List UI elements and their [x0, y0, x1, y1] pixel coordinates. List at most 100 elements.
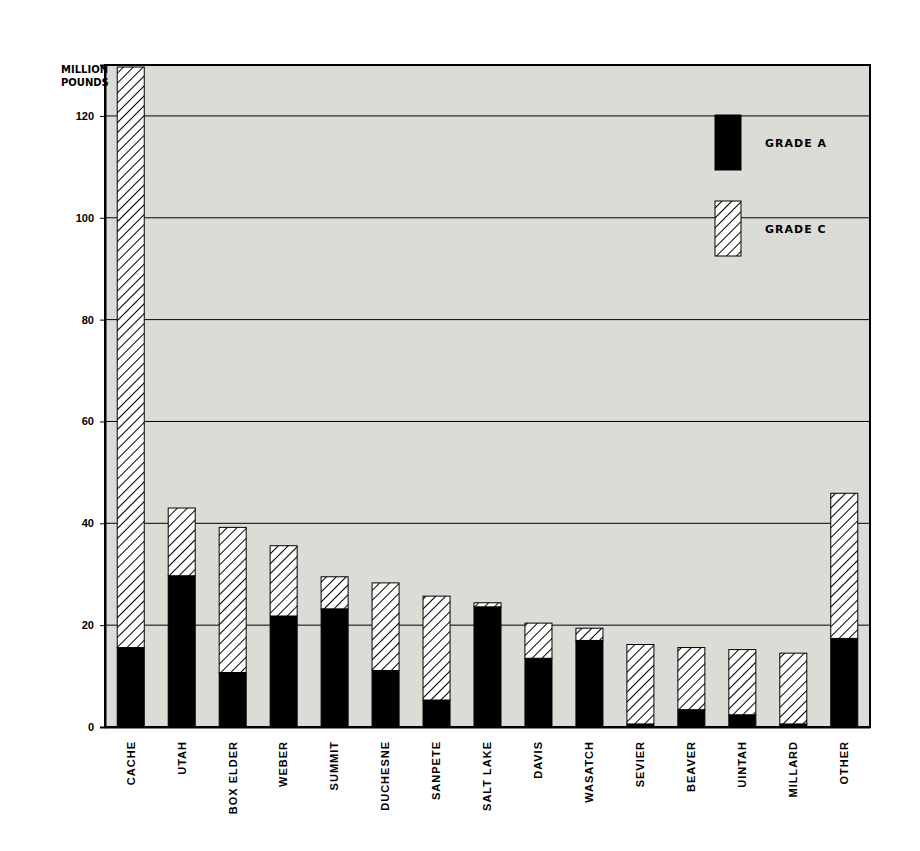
- bar-segment: [576, 640, 603, 727]
- x-tick-label: OTHER: [838, 741, 850, 785]
- y-tick: 20: [82, 619, 105, 631]
- x-tick: CACHE: [125, 727, 137, 785]
- bar-segment: [168, 576, 195, 727]
- x-tick: UTAH: [176, 727, 188, 775]
- x-tick-label: SEVIER: [634, 741, 646, 787]
- bar-segment: [270, 546, 297, 616]
- y-axis-title: MILLIONPOUNDS: [61, 64, 109, 88]
- legend-label: GRADE C: [765, 223, 827, 236]
- legend-swatch: [715, 115, 741, 170]
- y-tick-label: 80: [82, 314, 94, 326]
- grid-line: [105, 727, 870, 728]
- y-axis: 0 20 40 60 80 100 120: [76, 66, 106, 734]
- x-axis-line: [106, 727, 871, 729]
- x-tick-label: WEBER: [277, 741, 289, 787]
- x-tick-label: BEAVER: [685, 741, 697, 792]
- y-tick: 0: [88, 721, 105, 733]
- bar-segment: [117, 648, 144, 727]
- x-tick-label: UTAH: [176, 741, 188, 775]
- bar-segment: [831, 638, 858, 727]
- bar-segment: [219, 673, 246, 727]
- x-tick-label: CACHE: [125, 741, 137, 785]
- bar-segment: [372, 583, 399, 671]
- bar-segment: [423, 596, 450, 700]
- x-tick-label: UINTAH: [736, 741, 748, 788]
- bar-segment: [678, 710, 705, 727]
- y-axis-line: [100, 66, 106, 728]
- y-tick-label: 100: [76, 212, 94, 224]
- bar-segment: [831, 493, 858, 638]
- chart: 0 20 40 60 80 100 120 CACHE UTAH BOX ELDER WEBER SU…: [0, 0, 920, 851]
- y-tick: 60: [82, 415, 105, 427]
- x-tick-label: SUMMIT: [328, 741, 340, 790]
- x-tick: SEVIER: [634, 727, 646, 787]
- y-tick: 80: [82, 314, 105, 326]
- x-tick-label: DUCHESNE: [379, 741, 391, 811]
- plot: 0 20 40 60 80 100 120 CACHE UTAH BOX ELDER WEBER SU…: [76, 65, 871, 814]
- bar-segment: [729, 650, 756, 715]
- bar-segment: [525, 623, 552, 658]
- bar-segment: [219, 527, 246, 672]
- plot-frame: [105, 65, 870, 727]
- legend-label: GRADE A: [765, 137, 827, 150]
- y-tick-label: 40: [82, 517, 94, 529]
- bar-segment: [525, 658, 552, 727]
- y-tick-label: 60: [82, 415, 94, 427]
- y-tick-label: 20: [82, 619, 94, 631]
- grid-line: [105, 115, 870, 116]
- y-tick-mark: [100, 727, 105, 728]
- y-tick-mark: [100, 218, 105, 219]
- y-tick-mark: [100, 116, 105, 117]
- x-tick: MILLARD: [787, 727, 799, 798]
- x-tick-label: WASATCH: [583, 741, 595, 803]
- bar-segment: [321, 577, 348, 609]
- x-tick: WEBER: [277, 727, 289, 787]
- bar-segment: [780, 653, 807, 724]
- y-tick: 120: [76, 110, 105, 122]
- bar-segment: [168, 508, 195, 576]
- bar-segment: [117, 67, 144, 648]
- x-tick: DAVIS: [532, 727, 544, 779]
- x-tick-label: BOX ELDER: [227, 741, 239, 814]
- x-tick-label: MILLARD: [787, 741, 799, 798]
- x-tick: BEAVER: [685, 727, 697, 792]
- bar-segment: [321, 609, 348, 727]
- bar-segment: [627, 645, 654, 724]
- bar-segment: [474, 603, 501, 607]
- y-tick-label: 120: [76, 110, 94, 122]
- grid-line: [105, 217, 870, 218]
- x-tick: SANPETE: [430, 727, 442, 800]
- legend-swatch: [715, 201, 741, 256]
- x-tick-label: DAVIS: [532, 741, 544, 779]
- bars: [117, 67, 858, 727]
- grid-line: [105, 421, 870, 422]
- x-tick-label: SALT LAKE: [481, 741, 493, 811]
- x-tick-label: SANPETE: [430, 741, 442, 800]
- legend: GRADE A GRADE C: [715, 115, 827, 256]
- grid: [105, 116, 870, 727]
- bar-segment: [678, 648, 705, 710]
- y-tick: 100: [76, 212, 105, 224]
- plot-background: [105, 65, 870, 727]
- x-tick: BOX ELDER: [227, 727, 239, 814]
- y-tick-label: 0: [88, 721, 94, 733]
- y-tick: 40: [82, 517, 105, 529]
- y-tick-mark: [100, 320, 105, 321]
- bar-segment: [270, 616, 297, 727]
- x-tick: DUCHESNE: [379, 727, 391, 811]
- bar-segment: [729, 715, 756, 727]
- x-tick: UINTAH: [736, 727, 748, 788]
- x-tick: WASATCH: [583, 727, 595, 803]
- grid-line: [105, 523, 870, 524]
- y-tick-mark: [100, 625, 105, 626]
- bar-segment: [423, 700, 450, 727]
- x-tick: OTHER: [838, 727, 850, 785]
- x-tick: SUMMIT: [328, 727, 340, 790]
- x-axis: CACHE UTAH BOX ELDER WEBER SUMMIT DUCHESNE SAN…: [106, 727, 871, 814]
- grid-line: [105, 319, 870, 320]
- bar-segment: [474, 607, 501, 727]
- y-tick-mark: [100, 523, 105, 524]
- bar-segment: [576, 628, 603, 640]
- x-tick: SALT LAKE: [481, 727, 493, 811]
- bar-segment: [372, 670, 399, 727]
